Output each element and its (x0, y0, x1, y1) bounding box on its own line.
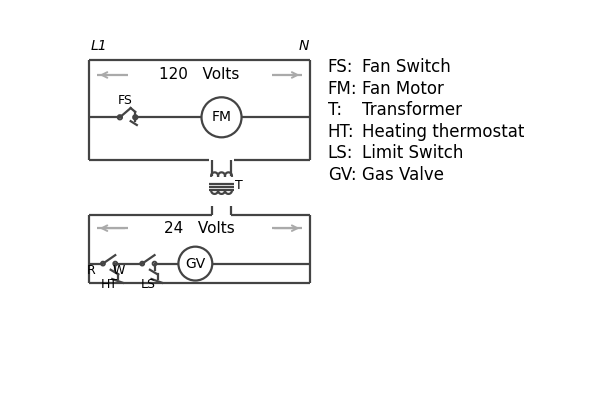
Text: GV: GV (185, 257, 205, 270)
Text: Fan Motor: Fan Motor (362, 80, 444, 98)
Text: R: R (86, 264, 95, 277)
Text: Fan Switch: Fan Switch (362, 58, 451, 76)
Text: HT:: HT: (328, 123, 355, 141)
Text: 120   Volts: 120 Volts (159, 68, 240, 82)
Text: LS: LS (141, 278, 156, 291)
Text: FS:: FS: (328, 58, 353, 76)
Text: L1: L1 (91, 39, 107, 53)
Text: T:: T: (328, 101, 342, 119)
Text: 24   Volts: 24 Volts (164, 221, 235, 236)
Text: Heating thermostat: Heating thermostat (362, 123, 525, 141)
Text: LS:: LS: (328, 144, 353, 162)
Text: Limit Switch: Limit Switch (362, 144, 464, 162)
Text: FM:: FM: (328, 80, 358, 98)
Text: HT: HT (100, 278, 117, 291)
Text: Transformer: Transformer (362, 101, 463, 119)
Text: Gas Valve: Gas Valve (362, 166, 444, 184)
Text: GV:: GV: (328, 166, 356, 184)
Text: FM: FM (212, 110, 231, 124)
Text: W: W (112, 264, 124, 277)
Text: T: T (235, 179, 243, 192)
Text: N: N (298, 39, 309, 53)
Text: FS: FS (118, 94, 133, 106)
